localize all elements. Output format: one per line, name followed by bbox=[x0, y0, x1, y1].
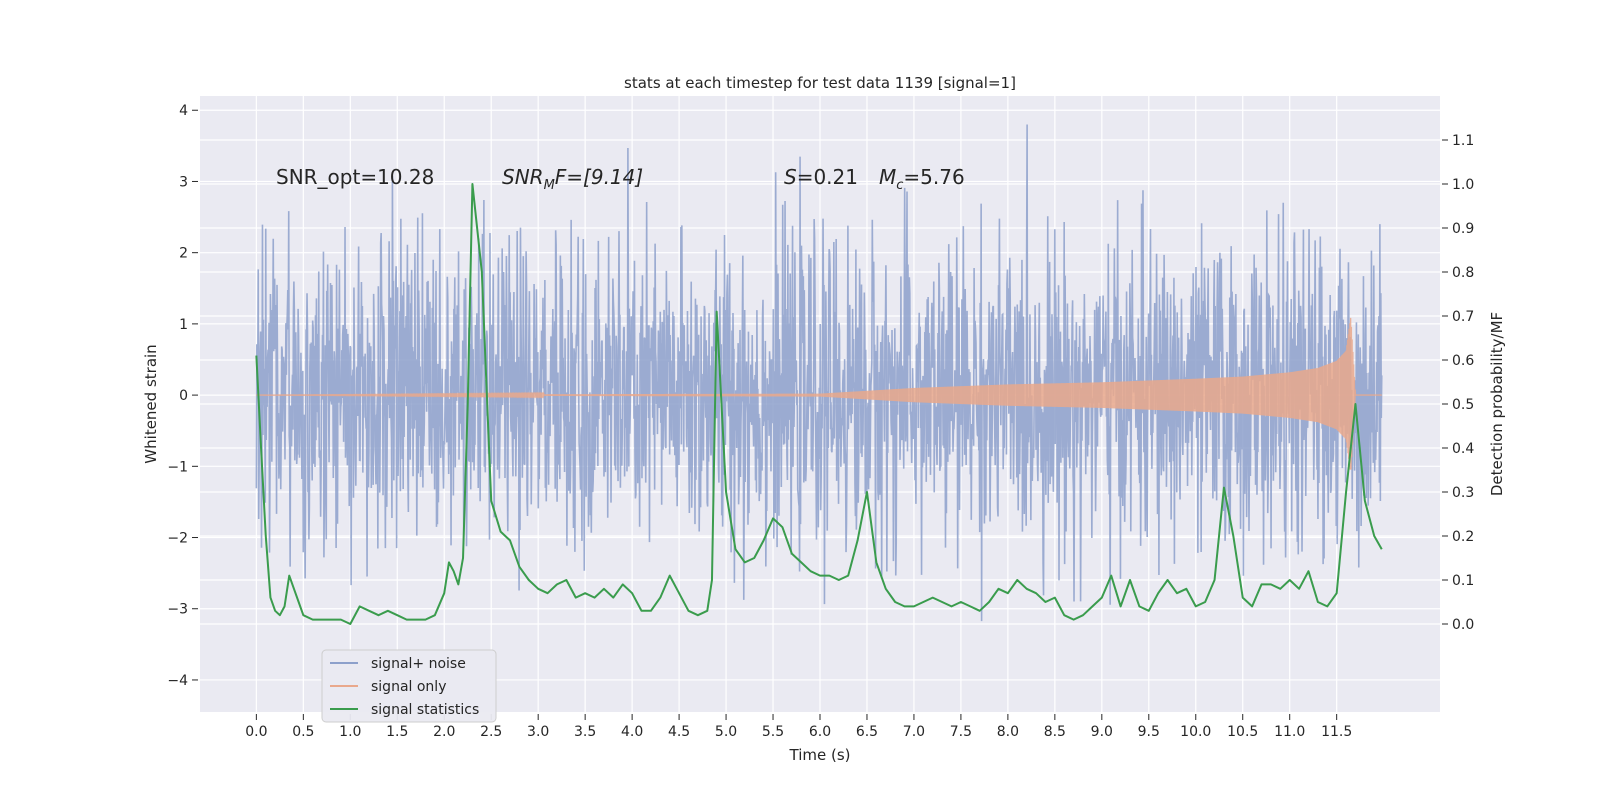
x-tick-label-17: 8.5 bbox=[1044, 724, 1066, 740]
y-right-tick-label-7: 0.7 bbox=[1452, 309, 1474, 325]
x-tick-label-13: 6.5 bbox=[856, 724, 878, 740]
x-tick-label-0: 0.0 bbox=[245, 724, 267, 740]
legend-label-signal-only: signal only bbox=[371, 679, 446, 695]
x-tick-label-23: 11.5 bbox=[1321, 724, 1352, 740]
annotation-s: S=0.21 bbox=[784, 165, 858, 189]
y-right-tick-label-2: 0.2 bbox=[1452, 529, 1474, 545]
x-tick-label-6: 3.0 bbox=[527, 724, 549, 740]
annotation-mc-label: M bbox=[879, 165, 896, 189]
y-right-tick-label-4: 0.4 bbox=[1452, 441, 1474, 457]
legend-label-signal-noise: signal+ noise bbox=[371, 656, 466, 672]
x-tick-label-10: 5.0 bbox=[715, 724, 737, 740]
x-tick-label-4: 2.0 bbox=[433, 724, 455, 740]
chart-title: stats at each timestep for test data 113… bbox=[624, 74, 1016, 92]
y-left-tick-label-4: 0 bbox=[179, 388, 188, 404]
x-tick-label-19: 9.5 bbox=[1138, 724, 1160, 740]
x-tick-label-5: 2.5 bbox=[480, 724, 502, 740]
x-tick-label-20: 10.0 bbox=[1180, 724, 1211, 740]
y-left-axis-label: Whitened strain bbox=[142, 344, 160, 463]
y-right-axis-ticks: 0.0 0.1 0.2 0.3 0.4 0.5 0.6 0.7 0.8 0.9 1.0 1.1 bbox=[1442, 133, 1474, 633]
y-right-tick-label-9: 0.9 bbox=[1452, 221, 1474, 237]
x-tick-label-11: 5.5 bbox=[762, 724, 784, 740]
y-right-tick-label-1: 0.1 bbox=[1452, 573, 1474, 589]
x-tick-label-8: 4.0 bbox=[621, 724, 643, 740]
annotation-mc-sub: c bbox=[896, 178, 903, 193]
annotation-snr-mf: SNRMF=[9.14] bbox=[502, 165, 643, 193]
x-tick-label-14: 7.0 bbox=[903, 724, 925, 740]
y-right-tick-label-8: 0.8 bbox=[1452, 265, 1474, 281]
signal-only-series bbox=[256, 317, 1382, 470]
y-left-tick-label-6: 2 bbox=[179, 246, 188, 262]
signal-only-line bbox=[256, 317, 1382, 470]
y-left-tick-label-5: 1 bbox=[179, 317, 188, 333]
x-tick-label-2: 1.0 bbox=[339, 724, 361, 740]
y-right-tick-label-5: 0.5 bbox=[1452, 397, 1474, 413]
legend: signal+ noise signal only signal statist… bbox=[321, 649, 497, 723]
annotation-snr-mf-sub: M bbox=[544, 178, 555, 193]
x-axis-label: Time (s) bbox=[789, 746, 851, 764]
x-tick-label-9: 4.5 bbox=[668, 724, 690, 740]
x-tick-label-3: 1.5 bbox=[386, 724, 408, 740]
x-axis-ticks: 0.0 0.5 1.0 1.5 2.0 2.5 3.0 3.5 4.0 4.5 5.0 5.5 6.0 6… bbox=[245, 714, 1352, 740]
y-left-tick-label-8: 4 bbox=[179, 103, 188, 119]
y-left-tick-label-2: −2 bbox=[167, 531, 188, 547]
y-right-tick-label-10: 1.0 bbox=[1452, 177, 1474, 193]
annotation-snr-opt: SNR_opt=10.28 bbox=[276, 165, 434, 189]
y-left-tick-label-0: −4 bbox=[167, 673, 188, 689]
legend-label-signal-statistics: signal statistics bbox=[371, 702, 479, 718]
x-tick-label-15: 7.5 bbox=[950, 724, 972, 740]
x-tick-label-22: 11.0 bbox=[1274, 724, 1305, 740]
signal-statistics-series bbox=[255, 183, 1383, 625]
annotation-snr-mf-rest: F=[9.14] bbox=[555, 165, 643, 189]
y-right-tick-label-0: 0.0 bbox=[1452, 617, 1474, 633]
y-left-tick-label-7: 3 bbox=[179, 174, 188, 190]
x-tick-label-1: 0.5 bbox=[292, 724, 314, 740]
annotation-mc-value: =5.76 bbox=[903, 165, 964, 189]
signal-statistics-line bbox=[255, 183, 1383, 625]
x-tick-label-21: 10.5 bbox=[1227, 724, 1258, 740]
annotation-s-value: =0.21 bbox=[797, 165, 858, 189]
y-right-tick-label-3: 0.3 bbox=[1452, 485, 1474, 501]
x-tick-label-18: 9.0 bbox=[1091, 724, 1113, 740]
x-tick-label-7: 3.5 bbox=[574, 724, 596, 740]
y-right-axis-label: Detection probability/MF bbox=[1488, 312, 1506, 496]
annotation-mc: Mc=5.76 bbox=[879, 165, 965, 193]
y-left-axis-ticks: −4 −3 −2 −1 0 1 2 3 4 bbox=[167, 103, 198, 689]
signal-noise-line bbox=[255, 124, 1383, 622]
legend-box bbox=[321, 649, 497, 723]
y-left-tick-label-3: −1 bbox=[167, 459, 188, 475]
y-right-tick-label-6: 0.6 bbox=[1452, 353, 1474, 369]
x-tick-label-16: 8.0 bbox=[997, 724, 1019, 740]
annotation-s-label: S bbox=[784, 165, 797, 189]
signal-noise-series bbox=[255, 124, 1383, 622]
x-tick-label-12: 6.0 bbox=[809, 724, 831, 740]
annotation-snr-mf-main: SNR bbox=[502, 165, 544, 189]
y-left-tick-label-1: −3 bbox=[167, 602, 188, 618]
y-right-tick-label-11: 1.1 bbox=[1452, 133, 1474, 149]
